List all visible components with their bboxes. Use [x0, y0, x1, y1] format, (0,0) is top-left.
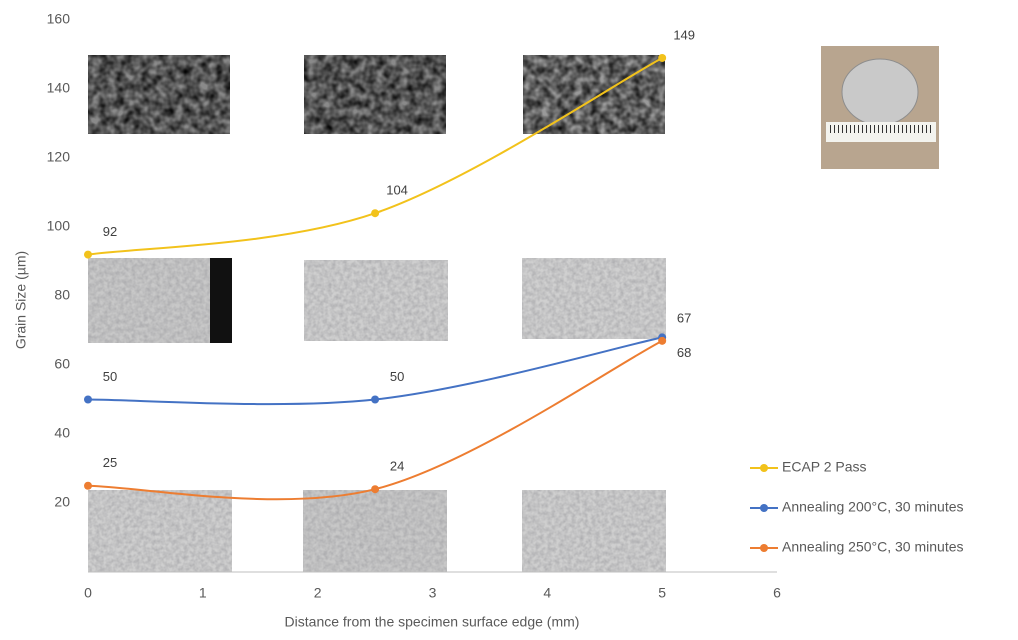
data-label: 104	[386, 183, 408, 198]
data-label: 149	[673, 27, 695, 42]
chart: Grain Size (µm) Distance from the specim…	[0, 0, 1018, 635]
y-tick-label: 120	[47, 149, 71, 165]
x-tick-label: 4	[543, 585, 551, 601]
y-tick-label: 60	[54, 356, 70, 372]
x-tick-label: 2	[314, 585, 322, 601]
data-label: 25	[103, 455, 117, 470]
data-label: 68	[677, 345, 691, 360]
y-tick-label: 100	[47, 218, 71, 234]
legend-marker	[760, 544, 768, 552]
y-tick-label: 20	[54, 494, 70, 510]
data-point	[84, 396, 92, 404]
x-axis-title: Distance from the specimen surface edge …	[285, 614, 580, 630]
x-tick-label: 6	[773, 585, 781, 601]
x-tick-label: 3	[429, 585, 437, 601]
x-tick-label: 5	[658, 585, 666, 601]
data-label: 50	[390, 369, 404, 384]
data-point	[84, 482, 92, 490]
data-label: 67	[677, 310, 691, 325]
y-tick-label: 140	[47, 80, 71, 96]
data-label: 24	[390, 459, 404, 474]
x-tick-label: 0	[84, 585, 92, 601]
legend-marker	[760, 464, 768, 472]
y-tick-label: 80	[54, 287, 70, 303]
data-point	[371, 485, 379, 493]
micrographs	[88, 55, 666, 572]
data-point	[371, 396, 379, 404]
data-label: 92	[103, 224, 117, 239]
legend-label: ECAP 2 Pass	[782, 459, 867, 475]
legend-label: Annealing 250°C, 30 minutes	[782, 539, 964, 555]
y-tick-label: 160	[47, 11, 71, 27]
micrograph-row-3	[88, 490, 666, 572]
data-point	[658, 54, 666, 62]
data-label: 50	[103, 369, 117, 384]
x-tick-label: 1	[199, 585, 207, 601]
series-line	[88, 337, 662, 404]
micrograph-row-2	[88, 258, 666, 343]
micrograph-row-1	[88, 55, 665, 134]
data-point	[84, 251, 92, 259]
y-axis-title: Grain Size (µm)	[13, 251, 29, 349]
specimen-photo	[821, 46, 939, 169]
legend-label: Annealing 200°C, 30 minutes	[782, 499, 964, 515]
series-line	[88, 341, 662, 499]
y-tick-label: 40	[54, 425, 70, 441]
data-point	[371, 209, 379, 217]
legend-marker	[760, 504, 768, 512]
data-point	[658, 337, 666, 345]
page: {"chart_data": {"type": "line", "x_label…	[0, 0, 1018, 640]
